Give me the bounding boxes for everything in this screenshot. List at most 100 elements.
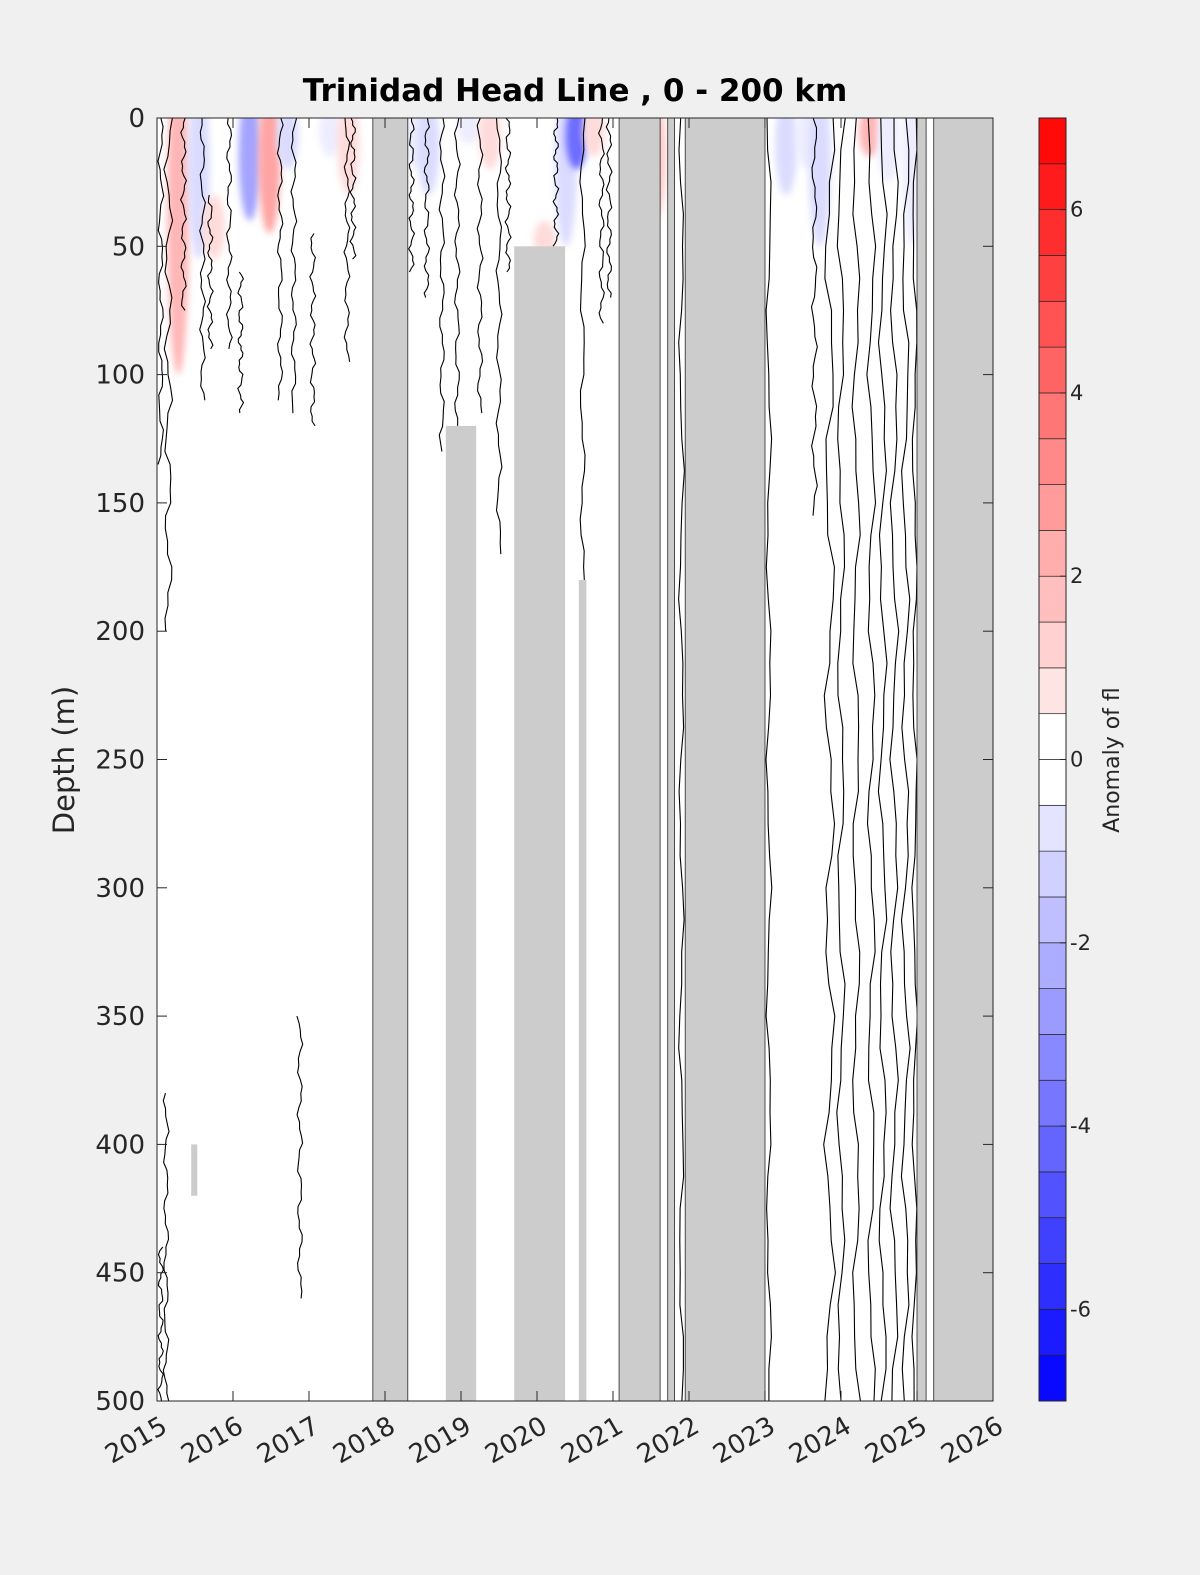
contour-line-29 xyxy=(866,118,877,1401)
colorbar-bin-8 xyxy=(1038,988,1067,1035)
contour-line-5 xyxy=(225,118,233,349)
contour-line-14 xyxy=(438,118,446,452)
no-data-band-2 xyxy=(667,118,675,1401)
colorbar-bin-13 xyxy=(1038,759,1067,806)
anomaly-patch-4 xyxy=(258,118,281,234)
contour-line-27 xyxy=(836,118,846,1401)
colorbar-bin-0 xyxy=(1038,1354,1067,1402)
colorbar-bin-18 xyxy=(1038,530,1067,577)
colorbar-bin-1 xyxy=(1038,1309,1067,1356)
y-tick-label-200: 200 xyxy=(95,617,145,647)
chart-title: Trinidad Head Line , 0 - 200 km xyxy=(303,73,848,109)
colorbar-tick-label-2: 2 xyxy=(1070,564,1083,588)
contour-line-11 xyxy=(349,118,357,260)
colorbar-bin-11 xyxy=(1038,850,1067,898)
colorbar-bin-27 xyxy=(1038,117,1067,165)
anomaly-patch-15 xyxy=(583,118,605,157)
colorbar-bin-15 xyxy=(1038,667,1067,715)
y-tick-label-400: 400 xyxy=(95,1130,145,1160)
no-data-band-1 xyxy=(618,118,661,1401)
anomaly-patch-0 xyxy=(167,118,190,375)
colorbar-tick-label-0: 0 xyxy=(1070,748,1083,772)
contour-line-4 xyxy=(206,194,214,350)
colorbar-bin-9 xyxy=(1038,942,1067,989)
contour-line-1 xyxy=(163,118,174,632)
contour-line-15 xyxy=(453,118,461,426)
y-tick-label-50: 50 xyxy=(112,232,145,262)
colorbar: -6 -4 -2 0 2 4 6 xyxy=(1038,117,1091,1402)
colorbar-bin-20 xyxy=(1038,438,1067,485)
contour-layer xyxy=(157,118,919,1401)
contour-line-2 xyxy=(179,118,188,311)
plot-area xyxy=(157,118,993,1401)
colorbar-tick-label--6: -6 xyxy=(1070,1297,1091,1321)
colorbar-bin-19 xyxy=(1038,484,1067,531)
colorbar-bin-3 xyxy=(1038,1217,1067,1264)
colorbar-tick-label-6: 6 xyxy=(1070,198,1083,222)
contour-line-16 xyxy=(476,118,484,414)
x-tick-label-2021: 2021 xyxy=(556,1411,628,1470)
colorbar-tick-label--4: -4 xyxy=(1070,1114,1091,1138)
no-data-patch-2 xyxy=(578,579,587,1401)
y-tick-label-250: 250 xyxy=(95,746,145,776)
x-tick-label-2025: 2025 xyxy=(860,1411,932,1470)
contour-line-7 xyxy=(276,118,284,401)
no-data-band-3 xyxy=(684,118,766,1401)
x-tick-label-2022: 2022 xyxy=(632,1411,704,1470)
y-tick-label-450: 450 xyxy=(95,1259,145,1289)
colorbar-bin-17 xyxy=(1038,575,1067,623)
x-tick-label-2016: 2016 xyxy=(176,1411,248,1470)
anomaly-patch-17 xyxy=(775,118,798,195)
colorbar-label: Anomaly of fl xyxy=(1100,687,1125,833)
colorbar-tick-label-4: 4 xyxy=(1070,381,1083,405)
contour-line-0 xyxy=(157,118,165,465)
contour-line-36 xyxy=(296,1015,304,1299)
anomaly-patch-6 xyxy=(319,118,342,157)
y-tick-label-150: 150 xyxy=(95,489,145,519)
contour-line-22 xyxy=(605,118,613,298)
colorbar-bin-14 xyxy=(1038,713,1067,760)
contour-line-19 xyxy=(552,118,560,247)
contour-line-9 xyxy=(309,233,317,427)
y-axis-label: Depth (m) xyxy=(47,686,81,834)
no-data-patch-3 xyxy=(191,1144,198,1196)
colorbar-bin-6 xyxy=(1038,1079,1067,1127)
contour-line-12 xyxy=(408,118,416,273)
anomaly-patch-20 xyxy=(858,118,881,157)
colorbar-bin-12 xyxy=(1038,804,1067,852)
contour-line-6 xyxy=(237,271,245,414)
y-tick-label-100: 100 xyxy=(95,361,145,391)
no-data-patch-1 xyxy=(445,425,477,1401)
y-tick-label-500: 500 xyxy=(95,1387,145,1417)
anomaly-patch-10 xyxy=(457,118,480,144)
anomaly-patch-21 xyxy=(877,118,900,183)
anomaly-patch-9 xyxy=(417,118,440,195)
colorbar-bin-25 xyxy=(1038,209,1067,256)
contour-line-18 xyxy=(504,118,512,273)
contour-line-23 xyxy=(678,118,685,1401)
colorbar-bin-26 xyxy=(1038,163,1067,210)
contour-line-32 xyxy=(900,118,911,1401)
contour-line-26 xyxy=(823,118,836,1401)
no-data-patch-0 xyxy=(514,246,566,1401)
contour-line-13 xyxy=(423,118,431,298)
x-tick-label-2017: 2017 xyxy=(252,1411,324,1470)
no-data-band-4 xyxy=(916,118,927,1401)
colorbar-bin-16 xyxy=(1038,621,1067,669)
colorbar-bin-24 xyxy=(1038,255,1067,302)
y-tick-label-350: 350 xyxy=(95,1002,145,1032)
contour-line-21 xyxy=(597,118,605,324)
x-tick-label-2018: 2018 xyxy=(328,1411,400,1470)
anomaly-patch-3 xyxy=(238,118,261,221)
colorbar-bin-22 xyxy=(1038,346,1067,394)
anomaly-layer xyxy=(167,118,925,375)
no-data-layer xyxy=(191,118,993,1401)
x-tick-label-2015: 2015 xyxy=(100,1411,172,1470)
x-tick-label-2019: 2019 xyxy=(404,1411,476,1470)
colorbar-bin-23 xyxy=(1038,300,1067,348)
contour-line-17 xyxy=(495,118,503,555)
x-tick-label-2024: 2024 xyxy=(784,1411,856,1470)
colorbar-bin-7 xyxy=(1038,1034,1067,1081)
colorbar-bin-10 xyxy=(1038,896,1067,944)
